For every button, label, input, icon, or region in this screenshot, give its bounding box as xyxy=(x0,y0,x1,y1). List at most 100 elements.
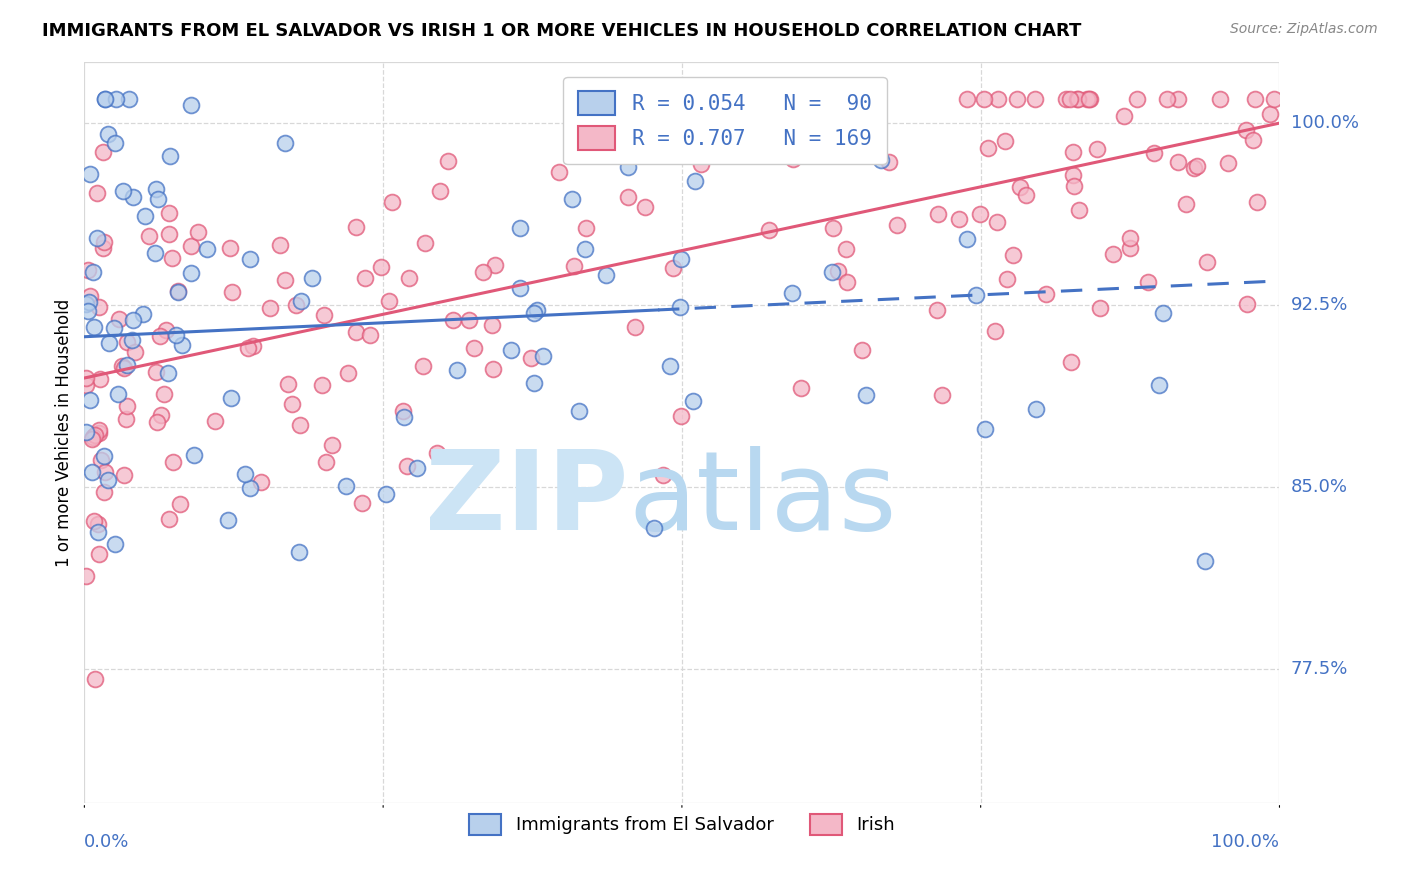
Point xyxy=(1244,92,1267,106)
Point xyxy=(124,345,146,359)
Point xyxy=(84,673,107,687)
Point xyxy=(381,194,404,209)
Point xyxy=(1069,203,1091,218)
Point xyxy=(273,136,295,150)
Point xyxy=(1194,554,1216,568)
Point xyxy=(1062,145,1084,159)
Point xyxy=(86,517,108,532)
Point xyxy=(948,211,970,226)
Point xyxy=(1143,146,1166,161)
Point xyxy=(89,372,111,386)
Point xyxy=(105,92,128,106)
Point xyxy=(1015,187,1038,202)
Point xyxy=(259,301,281,316)
Point xyxy=(288,417,311,432)
Point xyxy=(89,300,111,314)
Point xyxy=(441,312,464,326)
Point xyxy=(219,241,242,255)
Point xyxy=(288,544,311,558)
Point xyxy=(108,312,131,326)
Point xyxy=(134,209,156,223)
Point xyxy=(152,387,174,401)
Point xyxy=(695,92,717,106)
Point xyxy=(851,343,873,358)
Point xyxy=(250,475,273,489)
Point xyxy=(965,287,987,301)
Point xyxy=(315,455,337,469)
Text: atlas: atlas xyxy=(628,446,897,553)
Point xyxy=(157,512,180,526)
Point xyxy=(1241,133,1264,147)
Point xyxy=(157,227,180,241)
Point xyxy=(562,259,585,273)
Point xyxy=(886,218,908,232)
Point xyxy=(1054,92,1077,106)
Point xyxy=(925,302,948,317)
Point xyxy=(429,184,451,198)
Point xyxy=(166,285,188,299)
Text: IMMIGRANTS FROM EL SALVADOR VS IRISH 1 OR MORE VEHICLES IN HOUSEHOLD CORRELATION: IMMIGRANTS FROM EL SALVADOR VS IRISH 1 O… xyxy=(42,22,1081,40)
Point xyxy=(561,192,583,206)
Point xyxy=(973,422,995,436)
Point xyxy=(160,251,183,265)
Point xyxy=(80,465,103,479)
Text: 77.5%: 77.5% xyxy=(1291,660,1348,678)
Point xyxy=(1167,92,1189,106)
Point xyxy=(1175,196,1198,211)
Point xyxy=(1101,247,1123,261)
Point xyxy=(156,366,179,380)
Point xyxy=(682,393,704,408)
Point xyxy=(1263,92,1285,106)
Point xyxy=(501,343,523,357)
Point xyxy=(1035,287,1057,301)
Point xyxy=(145,365,167,379)
Point xyxy=(149,328,172,343)
Point xyxy=(87,547,110,561)
Point xyxy=(683,174,706,188)
Point xyxy=(277,377,299,392)
Point xyxy=(758,223,780,237)
Point xyxy=(107,386,129,401)
Point xyxy=(973,92,995,106)
Point xyxy=(1063,178,1085,193)
Point xyxy=(183,449,205,463)
Point xyxy=(94,465,117,479)
Point xyxy=(463,341,485,355)
Point xyxy=(1236,296,1258,310)
Point xyxy=(446,362,468,376)
Point xyxy=(75,425,97,439)
Point xyxy=(927,207,949,221)
Point xyxy=(576,92,599,106)
Point xyxy=(595,268,617,282)
Point xyxy=(114,412,136,426)
Point xyxy=(870,153,893,168)
Point xyxy=(426,445,449,459)
Point xyxy=(835,242,858,256)
Point xyxy=(75,377,97,392)
Point xyxy=(481,362,503,376)
Point xyxy=(112,360,135,375)
Point xyxy=(111,184,134,198)
Point xyxy=(931,387,953,401)
Point xyxy=(281,397,304,411)
Point xyxy=(1060,355,1083,369)
Point xyxy=(165,327,187,342)
Point xyxy=(370,260,392,274)
Point xyxy=(671,252,693,266)
Point xyxy=(180,239,202,253)
Point xyxy=(823,221,845,235)
Point xyxy=(346,326,368,340)
Point xyxy=(269,238,291,252)
Point xyxy=(312,308,335,322)
Point xyxy=(1147,378,1170,392)
Point xyxy=(986,214,1008,228)
Point xyxy=(138,229,160,244)
Point xyxy=(103,321,125,335)
Point xyxy=(575,221,598,235)
Text: 100.0%: 100.0% xyxy=(1291,114,1358,132)
Point xyxy=(652,468,675,483)
Point xyxy=(647,143,669,157)
Point xyxy=(1246,194,1268,209)
Point xyxy=(239,481,262,495)
Point xyxy=(523,306,546,320)
